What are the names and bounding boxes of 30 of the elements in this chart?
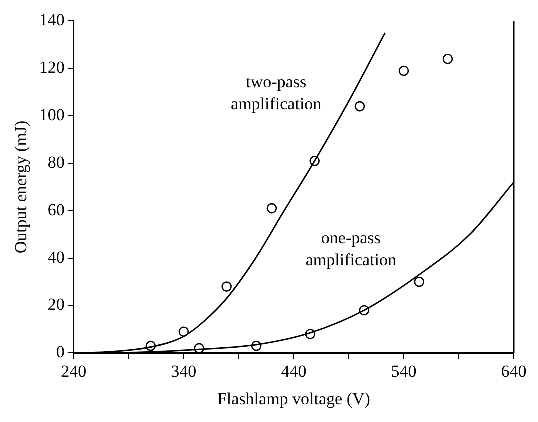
- y-tick-label: 60: [48, 200, 65, 220]
- point: [305, 329, 316, 340]
- point: [251, 340, 262, 352]
- point: [146, 340, 156, 352]
- y-tick-label: 140: [39, 10, 65, 30]
- series-label: one-pass amplification: [306, 228, 397, 270]
- y-tick-label: 80: [48, 152, 65, 172]
- point: [414, 276, 425, 288]
- series-label: two-pass amplification: [231, 72, 322, 114]
- point: [398, 66, 410, 76]
- point: [178, 326, 190, 338]
- y-tick-label: 40: [48, 248, 65, 267]
- x-tick-label: 240: [61, 362, 87, 381]
- point: [359, 305, 370, 316]
- point: [222, 282, 232, 292]
- x-tick-label: 540: [391, 362, 417, 381]
- point: [266, 203, 278, 214]
- point: [354, 101, 366, 112]
- point: [310, 156, 320, 166]
- y-tick-label: 0: [56, 342, 65, 362]
- x-tick-label: 440: [281, 362, 307, 381]
- x-tick-label: 640: [501, 362, 527, 381]
- point: [194, 343, 204, 354]
- y-tick-label: 20: [48, 295, 65, 314]
- y-tick-label: 120: [39, 58, 65, 78]
- x-axis-title: Flashlamp voltage (V): [217, 389, 370, 408]
- y-tick-label: 100: [39, 106, 65, 125]
- y-axis-title: Output energy (mJ): [12, 120, 31, 254]
- x-tick-label: 340: [171, 362, 197, 381]
- point: [442, 54, 454, 64]
